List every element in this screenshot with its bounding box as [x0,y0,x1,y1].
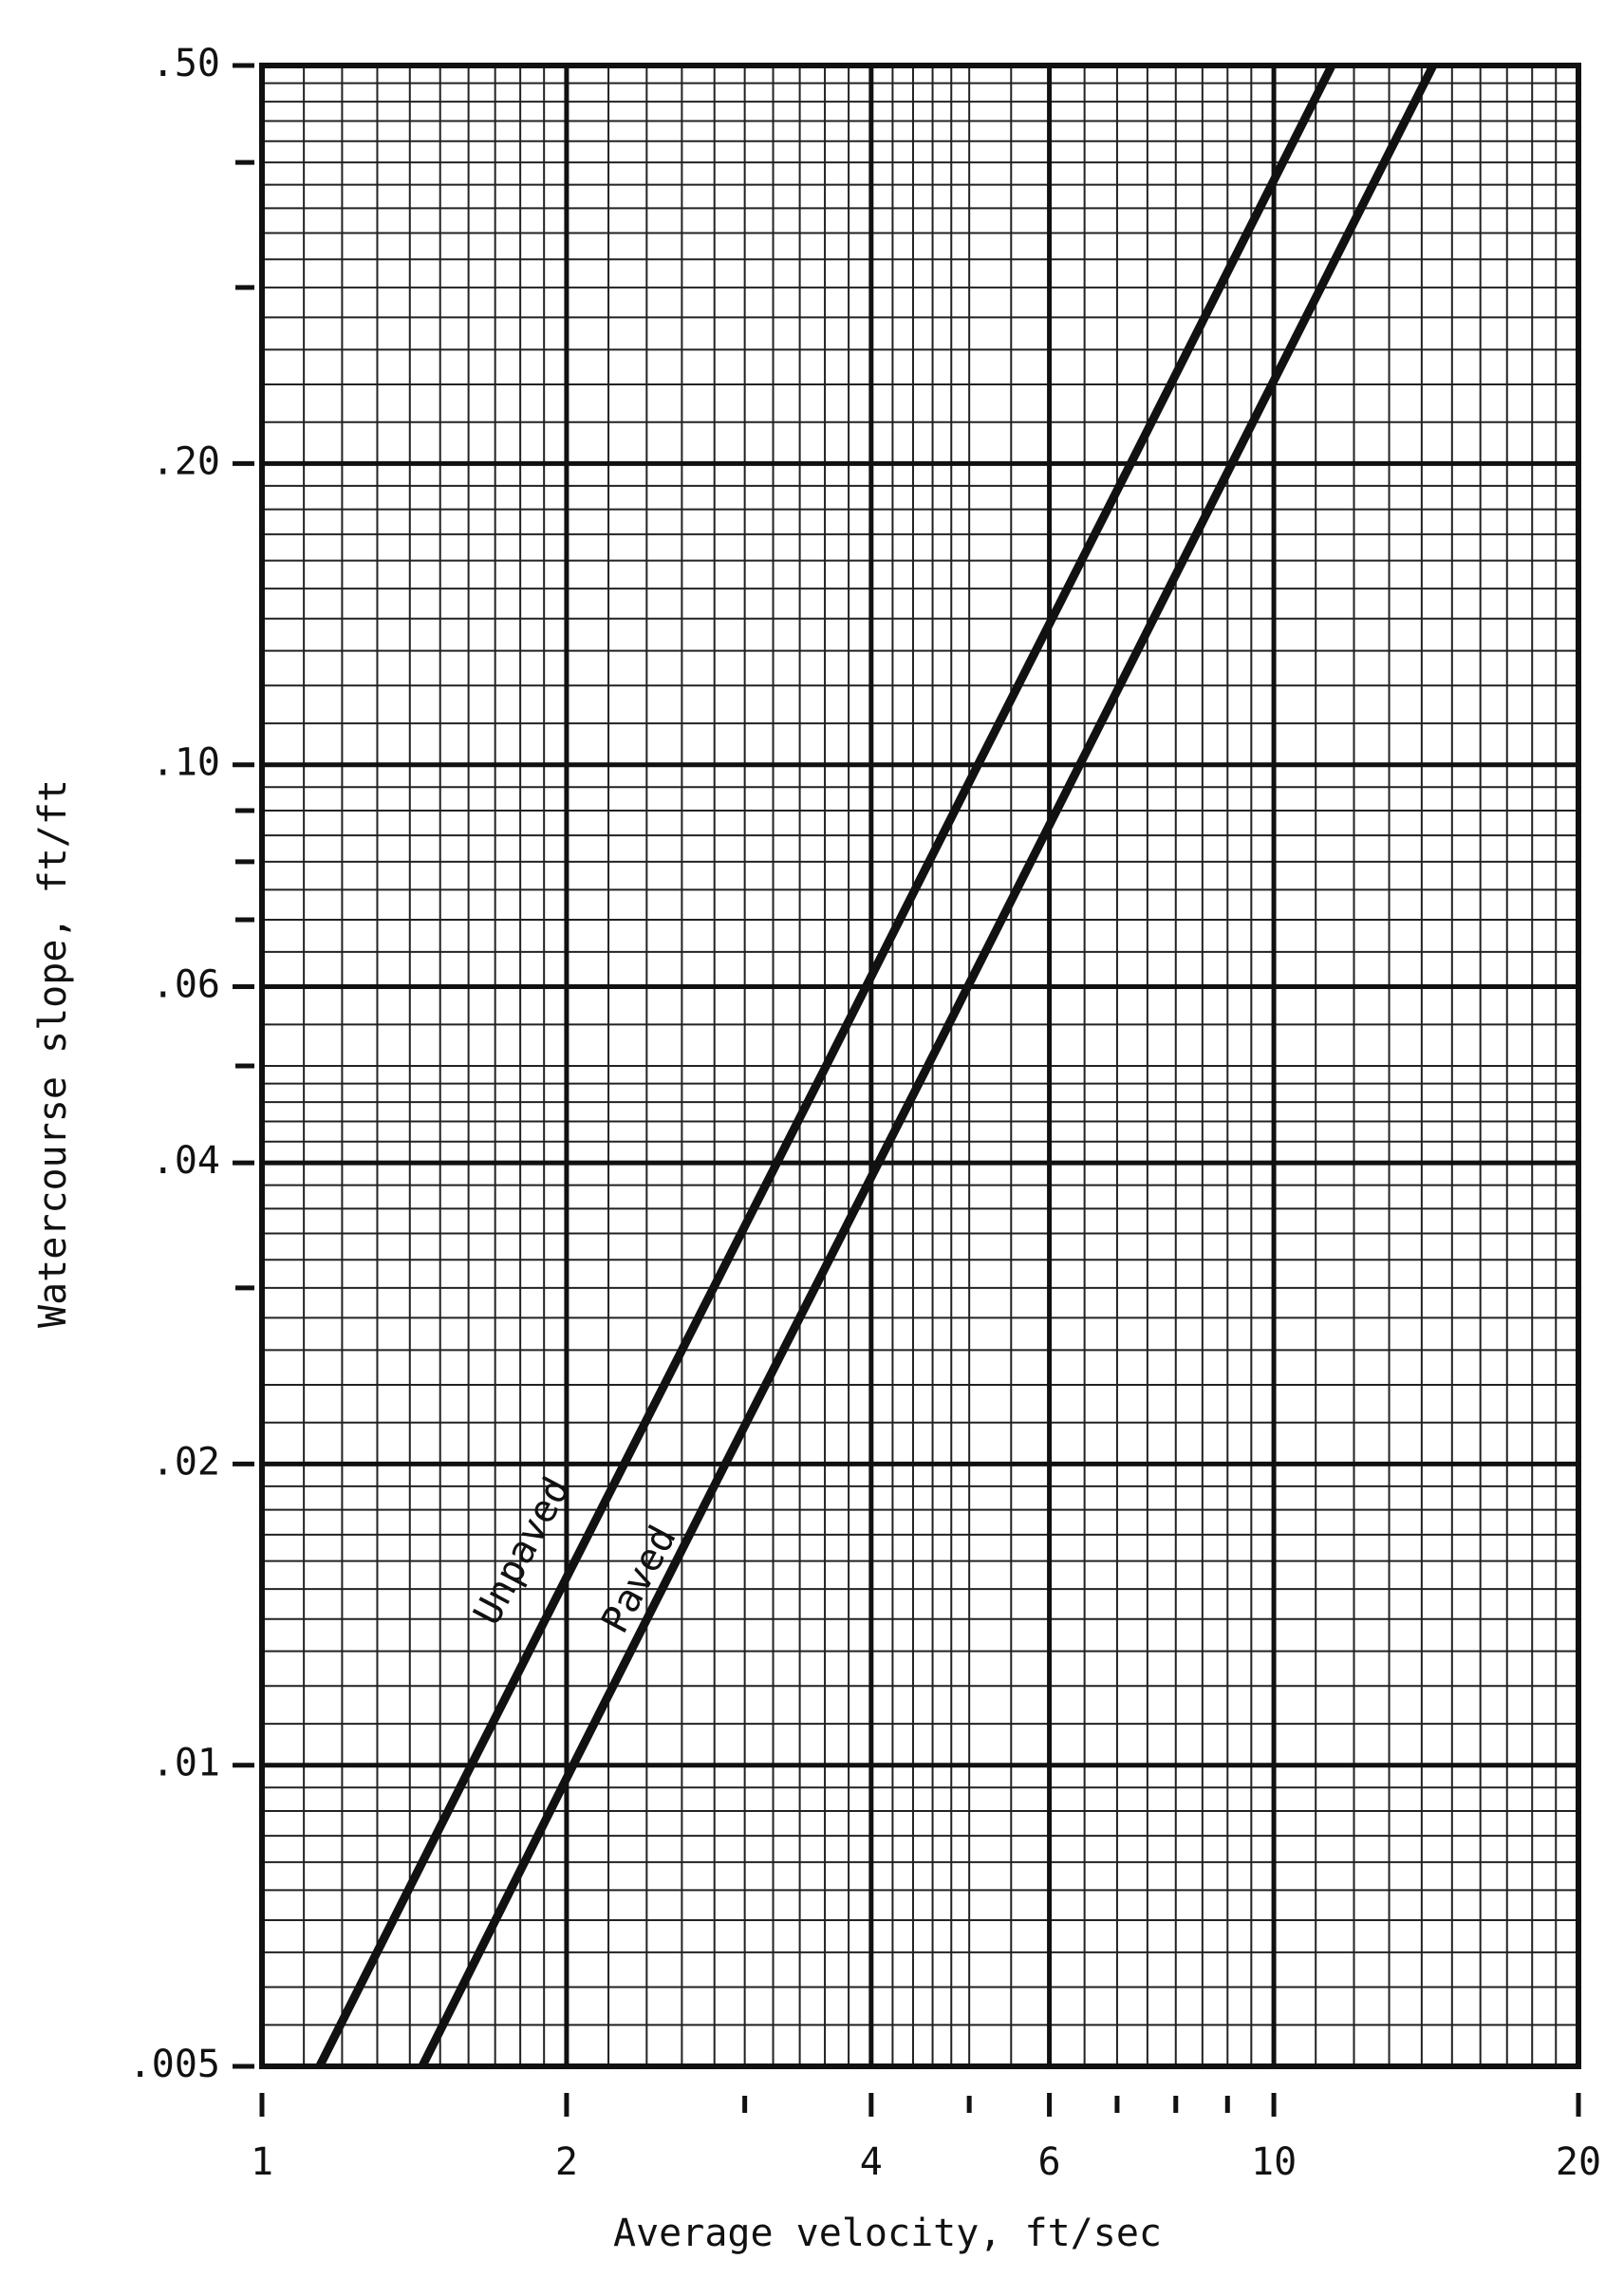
y-tick-label: .005 [129,2043,220,2086]
series-line [418,65,1437,2066]
y-tick-label: .10 [152,741,220,785]
y-tick-label: .06 [152,963,220,1007]
x-tick-label: 2 [555,2140,578,2184]
x-tick-label: 20 [1556,2140,1601,2184]
y-tick-label: .20 [152,439,220,483]
x-tick-label: 6 [1038,2140,1061,2184]
y-tick-label: .04 [152,1139,220,1183]
y-tick-label: .01 [152,1742,220,1785]
x-tick-label: 4 [860,2140,883,2184]
y-tick-label: .50 [152,42,220,85]
y-tick-label: .02 [152,1440,220,1484]
series-label: Unpaved [465,1470,579,1632]
x-axis-label: Average velocity, ft/sec [613,2212,1162,2255]
x-tick-label: 10 [1251,2140,1297,2184]
x-tick-label: 1 [251,2140,273,2184]
plot-frame [259,63,1581,2069]
y-axis-label: Watercourse slope, ft/ft [31,779,75,1328]
series-line [315,65,1336,2066]
